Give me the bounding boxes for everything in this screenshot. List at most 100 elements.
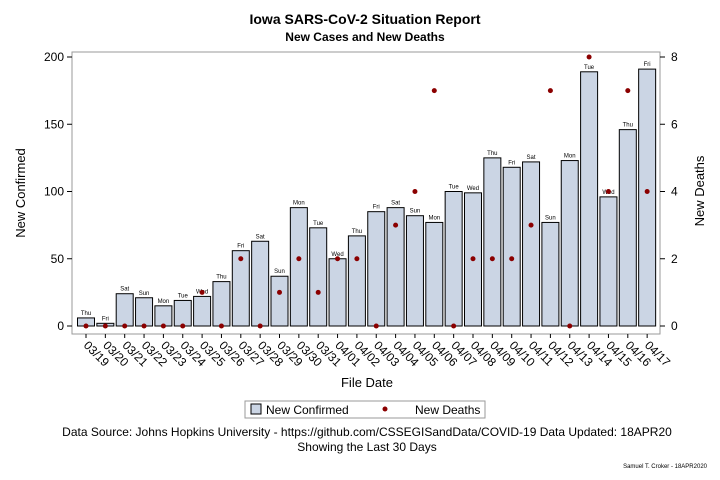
bar-day-label: Tue <box>178 293 189 299</box>
legend: New Confirmed New Deaths <box>244 400 486 419</box>
death-point <box>83 323 89 329</box>
bar <box>231 250 250 327</box>
death-point <box>431 88 437 94</box>
bar <box>154 305 173 327</box>
y2-tick-label: 4 <box>671 185 678 199</box>
y-tick-label: 0 <box>57 319 64 333</box>
death-point <box>160 323 166 329</box>
data-source-note: Data Source: Johns Hopkins University - … <box>62 425 672 439</box>
bar-day-label: Fri <box>508 160 515 166</box>
legend-point-marker <box>382 406 388 412</box>
bar <box>212 281 231 327</box>
bar-day-label: Thu <box>216 275 226 281</box>
bar-day-label: Thu <box>352 229 362 235</box>
bar-day-label: Tue <box>449 185 460 191</box>
x-axis-label: File Date <box>341 375 393 390</box>
bar <box>328 258 347 327</box>
bar-day-label: Thu <box>81 311 91 317</box>
death-point <box>451 323 457 329</box>
bar <box>251 240 270 327</box>
death-point <box>296 256 302 262</box>
y-axis-label: New Confirmed <box>13 148 28 238</box>
plot-area <box>71 51 661 335</box>
death-point <box>509 256 515 262</box>
bar-day-label: Fri <box>102 316 109 322</box>
death-point <box>605 189 611 194</box>
right-axis: 0 2 4 6 8 <box>660 50 678 333</box>
y-tick-label: 150 <box>44 117 64 131</box>
death-point <box>470 256 476 262</box>
legend-bar-label: New Confirmed <box>266 403 349 417</box>
bar-day-label: Fri <box>644 62 651 68</box>
bar-day-label: Mon <box>428 215 440 221</box>
bar <box>580 71 599 327</box>
range-note: Showing the Last 30 Days <box>297 440 436 454</box>
bar-day-label: Tue <box>584 65 595 71</box>
bar <box>483 157 502 327</box>
bar <box>135 297 154 327</box>
death-point <box>393 222 399 228</box>
death-point <box>567 323 573 329</box>
bar <box>444 191 463 327</box>
bar <box>193 295 212 327</box>
bar-day-label: Mon <box>158 299 170 305</box>
death-point <box>141 323 147 329</box>
legend-point-label: New Deaths <box>415 403 480 417</box>
y2-tick-label: 0 <box>671 319 678 333</box>
bar <box>115 293 134 327</box>
bar-day-label: Sat <box>391 201 400 207</box>
bar <box>522 161 541 327</box>
death-point <box>218 323 224 329</box>
death-point <box>335 256 341 262</box>
bar-day-label: Thu <box>487 151 497 157</box>
bar-day-label: Wed <box>467 186 479 192</box>
bar-day-label: Mon <box>564 154 576 160</box>
death-point <box>122 323 128 329</box>
death-point <box>180 323 186 329</box>
bar <box>599 196 618 327</box>
bar <box>618 129 637 327</box>
legend-bar-swatch <box>250 403 262 415</box>
y-tick-label: 50 <box>51 252 65 266</box>
death-point <box>315 289 321 295</box>
bar-series: Thu Fri Sat Sun Mon Tue Wed Thu Fri Sat Sun Mon Tue W… <box>77 62 657 327</box>
bar <box>289 207 308 327</box>
bar-day-label: Tue <box>313 221 324 227</box>
legend-frame <box>244 400 486 419</box>
death-point <box>199 289 205 295</box>
bar-day-label: Sat <box>120 287 129 293</box>
bar <box>367 211 386 327</box>
bar-day-label: Sun <box>139 291 150 297</box>
death-point <box>238 256 244 262</box>
y2-tick-label: 2 <box>671 252 678 266</box>
y2-tick-label: 6 <box>671 117 678 131</box>
bar <box>638 68 657 327</box>
death-point <box>277 289 282 295</box>
bar <box>270 275 289 327</box>
death-point <box>625 88 631 94</box>
y2-axis-label: New Deaths <box>692 155 707 226</box>
bar-day-label: Sun <box>545 215 556 221</box>
death-point <box>412 189 418 194</box>
bar <box>502 166 521 327</box>
y-tick-label: 200 <box>44 50 64 64</box>
author-credit: Samuel T. Croker - 18APR2020 <box>623 464 708 470</box>
left-axis: 0 50 100 150 200 <box>44 50 72 333</box>
death-point <box>257 323 263 329</box>
death-point <box>528 222 534 228</box>
bar-day-label: Fri <box>373 205 380 211</box>
bar <box>425 221 444 327</box>
bar <box>309 227 328 327</box>
bar <box>405 215 424 327</box>
bar <box>347 235 366 327</box>
bar <box>386 207 405 327</box>
y-tick-label: 100 <box>44 185 64 199</box>
chart-title: Iowa SARS-CoV-2 Situation Report <box>249 11 480 27</box>
bar <box>173 299 192 327</box>
x-axis: 03/1903/2003/2103/2203/2303/2403/2503/26… <box>81 334 673 370</box>
bar-day-label: Thu <box>623 123 633 129</box>
bar-day-label: Sun <box>274 269 285 275</box>
death-point <box>489 256 495 262</box>
bar-day-label: Sat <box>527 155 536 161</box>
